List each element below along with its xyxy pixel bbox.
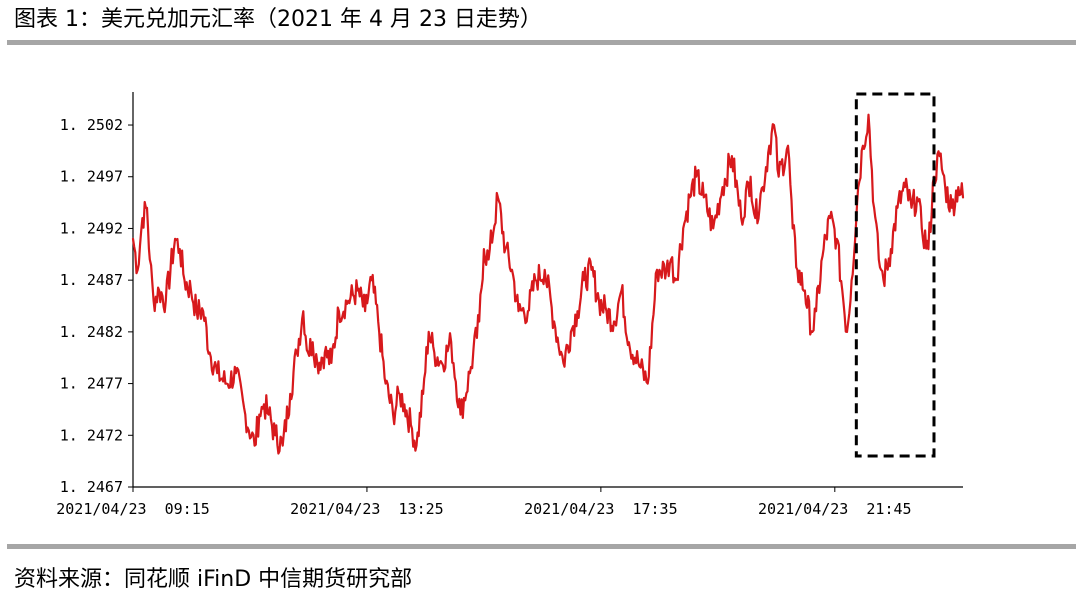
y-tick-label: 1. 2482 bbox=[60, 323, 123, 341]
y-tick-label: 1. 2477 bbox=[60, 375, 123, 393]
series-line-usdcad bbox=[131, 113, 965, 455]
page-title: 图表 1：美元兑加元汇率（2021 年 4 月 23 日走势） bbox=[14, 7, 542, 32]
highlight-box bbox=[854, 92, 936, 458]
top-divider bbox=[7, 40, 1076, 45]
y-tick-label: 1. 2467 bbox=[60, 478, 123, 496]
y-tick-label: 1. 2502 bbox=[60, 116, 123, 134]
y-axis-ticks: 1. 2467 1. 2472 1. 2477 1. 2482 1. 2487 1. 24… bbox=[60, 116, 133, 496]
x-tick-label: 2021/04/23 17:35 bbox=[524, 500, 678, 518]
y-tick-label: 1. 2497 bbox=[60, 168, 123, 186]
x-tick-label: 2021/04/23 13:25 bbox=[290, 500, 444, 518]
x-tick-label: 2021/04/23 09:15 bbox=[56, 500, 210, 518]
y-tick-label: 1. 2487 bbox=[60, 271, 123, 289]
y-tick-label: 1. 2492 bbox=[60, 219, 123, 237]
y-tick-label: 1. 2472 bbox=[60, 426, 123, 444]
bottom-divider bbox=[7, 544, 1076, 549]
x-axis-ticks: 2021/04/23 09:15 2021/04/23 13:25 2021/04/… bbox=[56, 487, 912, 518]
x-tick-label: 2021/04/23 21:45 bbox=[758, 500, 912, 518]
source-note: 资料来源：同花顺 iFinD 中信期货研究部 bbox=[14, 567, 413, 592]
chart-axes bbox=[132, 92, 963, 488]
